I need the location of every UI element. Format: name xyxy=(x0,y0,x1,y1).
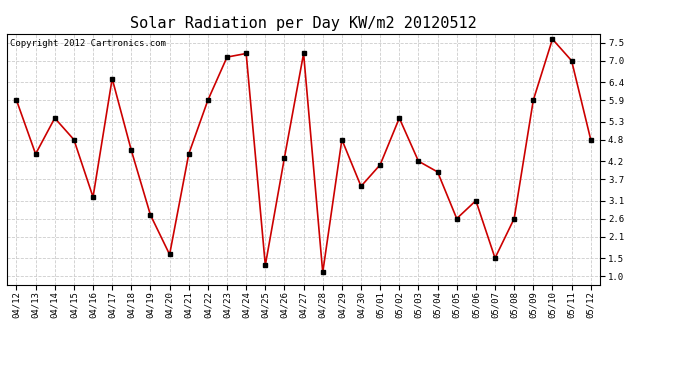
Text: Copyright 2012 Cartronics.com: Copyright 2012 Cartronics.com xyxy=(10,39,166,48)
Title: Solar Radiation per Day KW/m2 20120512: Solar Radiation per Day KW/m2 20120512 xyxy=(130,16,477,31)
